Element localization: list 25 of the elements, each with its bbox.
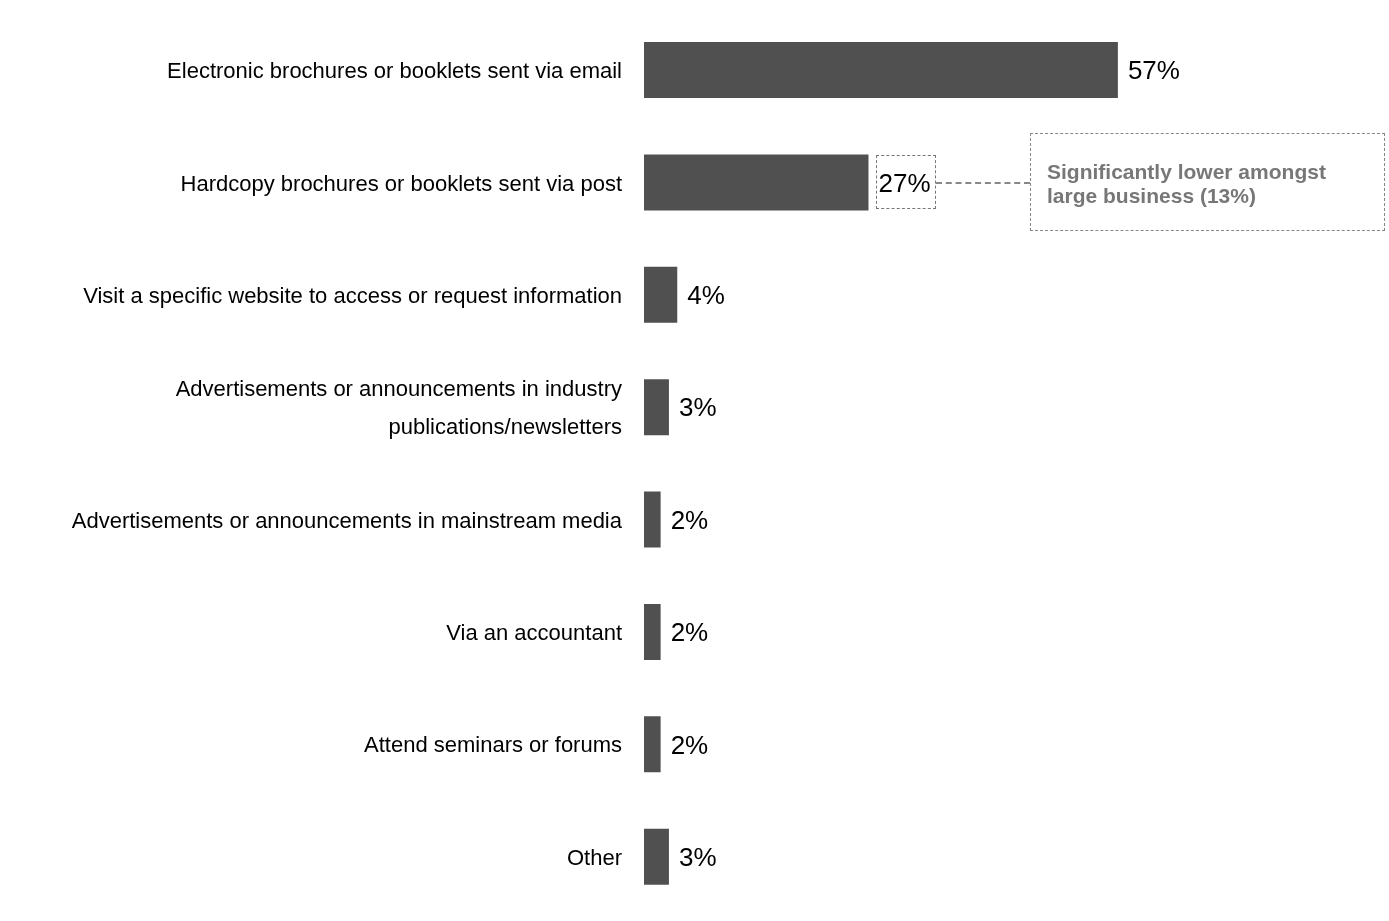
data-label: 2% (670, 504, 709, 535)
y-tick-label: Attend seminars or forums (364, 731, 622, 757)
y-tick-label: Hardcopy brochures or booklets sent via post (180, 170, 622, 196)
bar (644, 716, 661, 773)
bar (644, 266, 678, 323)
data-label: 2% (670, 729, 709, 760)
data-label: 27% (878, 167, 931, 198)
bar (644, 379, 669, 436)
data-label: 3% (678, 841, 717, 872)
data-label: 3% (678, 392, 717, 423)
bar (644, 42, 1118, 99)
bar (644, 154, 869, 211)
y-tick-label: Via an accountant (446, 619, 622, 645)
data-label: 4% (687, 280, 725, 311)
y-tick-label: Advertisements or announcements in industry publications/newsletters (175, 375, 622, 439)
annotation: Significantly lower amongst large business (13%) (1030, 132, 1385, 231)
data-label: 2% (670, 617, 709, 648)
y-tick-label: Other (566, 844, 622, 870)
y-tick-label: Electronic brochures or booklets sent via email (167, 57, 622, 83)
y-tick-label: Visit a specific website to access or request information (83, 282, 622, 308)
bar (644, 603, 661, 660)
bar (644, 828, 669, 885)
data-label: 57% (1127, 55, 1180, 86)
bar (644, 491, 661, 548)
y-tick-label: Advertisements or announcements in mainstream media (71, 507, 623, 533)
